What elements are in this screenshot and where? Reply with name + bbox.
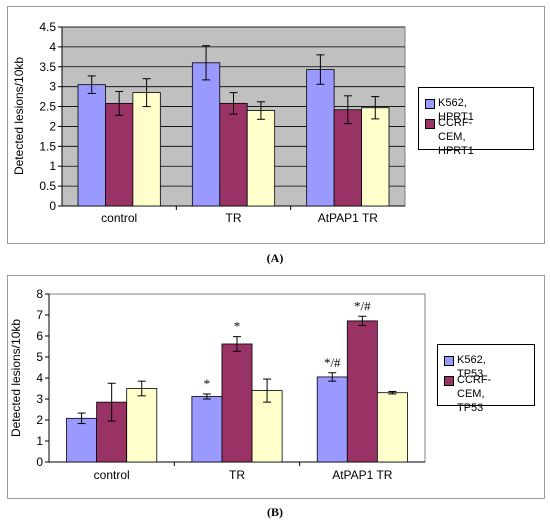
chart-a-ytick-label: 3 (49, 80, 56, 94)
chart-b-significance-mark: */# (354, 298, 371, 313)
chart-b-ytick-label: 4 (36, 371, 43, 385)
chart-a-bar (361, 107, 390, 207)
legend-b: K562, TP53 CCRF-CEM, TP53 (437, 344, 535, 414)
chart-b-ytick-label: 0 (36, 455, 43, 469)
chart-b-ytick-label: 5 (36, 350, 43, 364)
chart-b-ytick-label: 7 (36, 308, 43, 322)
chart-b-y-axis-label: Detected lesions/10kb (9, 319, 23, 437)
legend-b-label-k562: K562, TP53 (457, 354, 486, 380)
chart-b-bar (346, 320, 378, 463)
chart-a-bar (191, 62, 221, 207)
chart-b-significance-mark: * (204, 376, 211, 391)
chart-b-bar (66, 417, 98, 463)
legend-a-label-ccrf: CCRF-CEM, HPRT1 (438, 117, 474, 157)
legend-a-label-k562: K562, HPRT1 (438, 97, 474, 123)
chart-b-ytick-label: 1 (36, 434, 43, 448)
chart-a-bar (306, 69, 335, 207)
legend-b-swatch-k562 (444, 356, 454, 366)
chart-a-ytick-label: 3.5 (39, 60, 56, 74)
chart-b-bar (191, 396, 223, 463)
chart-b-ytick-label: 8 (36, 287, 43, 301)
legend-a-swatch-ccrf (425, 119, 435, 129)
chart-b-bar (376, 392, 408, 463)
chart-a-bar (132, 92, 161, 207)
chart-a-category-label: control (101, 211, 137, 225)
chart-a-category-label: AtPAP1 TR (318, 211, 379, 225)
chart-b-bar (126, 388, 158, 463)
chart-a-ytick-label: 0.5 (39, 179, 56, 193)
panel-label-a: (A) (266, 251, 284, 265)
chart-b-category-label: TR (229, 468, 245, 482)
chart-a-bar (219, 102, 248, 207)
legend-b-swatch-ccrf (444, 376, 454, 386)
chart-a-ytick-label: 2.5 (39, 100, 56, 114)
legend-a-swatch-k562 (425, 99, 435, 109)
chart-b-category-label: control (94, 468, 130, 482)
chart-a-bar (333, 109, 362, 207)
chart-b-ytick-label: 6 (36, 329, 43, 343)
chart-a-y-axis-label: Detected lesions/10kb (12, 57, 26, 175)
chart-a-ytick-label: 0 (49, 199, 56, 213)
chart-a-ytick-label: 4 (49, 40, 56, 54)
chart-b-significance-mark: */# (324, 355, 341, 370)
chart-a-ytick-label: 4.5 (39, 20, 56, 34)
chart-b-ytick-label: 2 (36, 413, 43, 427)
panel-label-b: (B) (267, 505, 283, 519)
chart-b-category-label: AtPAP1 TR (332, 468, 393, 482)
chart-a-ytick-label: 2 (49, 119, 56, 133)
chart-a-ytick-label: 1.5 (39, 139, 56, 153)
legend-b-label-ccrf: CCRF-CEM, TP53 (457, 374, 492, 414)
chart-a-ytick-label: 1 (49, 159, 56, 173)
chart-a-category-label: TR (226, 211, 242, 225)
chart-b-ytick-label: 3 (36, 392, 43, 406)
chart-a-bar (246, 110, 276, 207)
chart-b-bar (316, 376, 348, 463)
chart-a-bar (105, 102, 134, 207)
legend-a: K562, HPRT1 CCRF-CEM, HPRT1 (418, 87, 534, 157)
chart-b-significance-mark: * (234, 319, 241, 334)
chart-a-bar (77, 84, 106, 207)
chart-b-bar (221, 343, 253, 463)
